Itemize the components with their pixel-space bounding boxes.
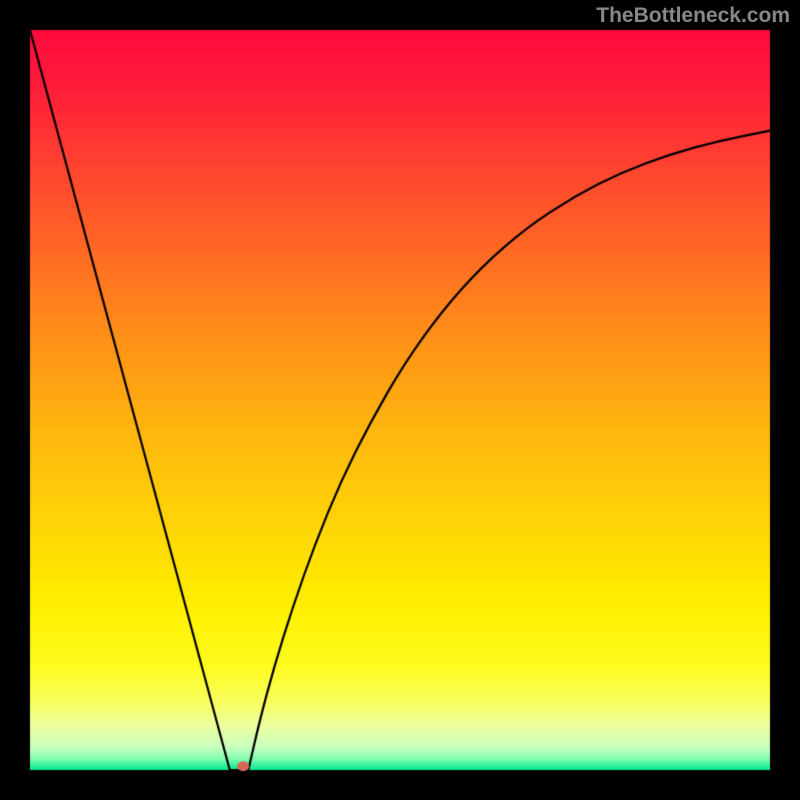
bottleneck-chart-canvas [0, 0, 800, 800]
